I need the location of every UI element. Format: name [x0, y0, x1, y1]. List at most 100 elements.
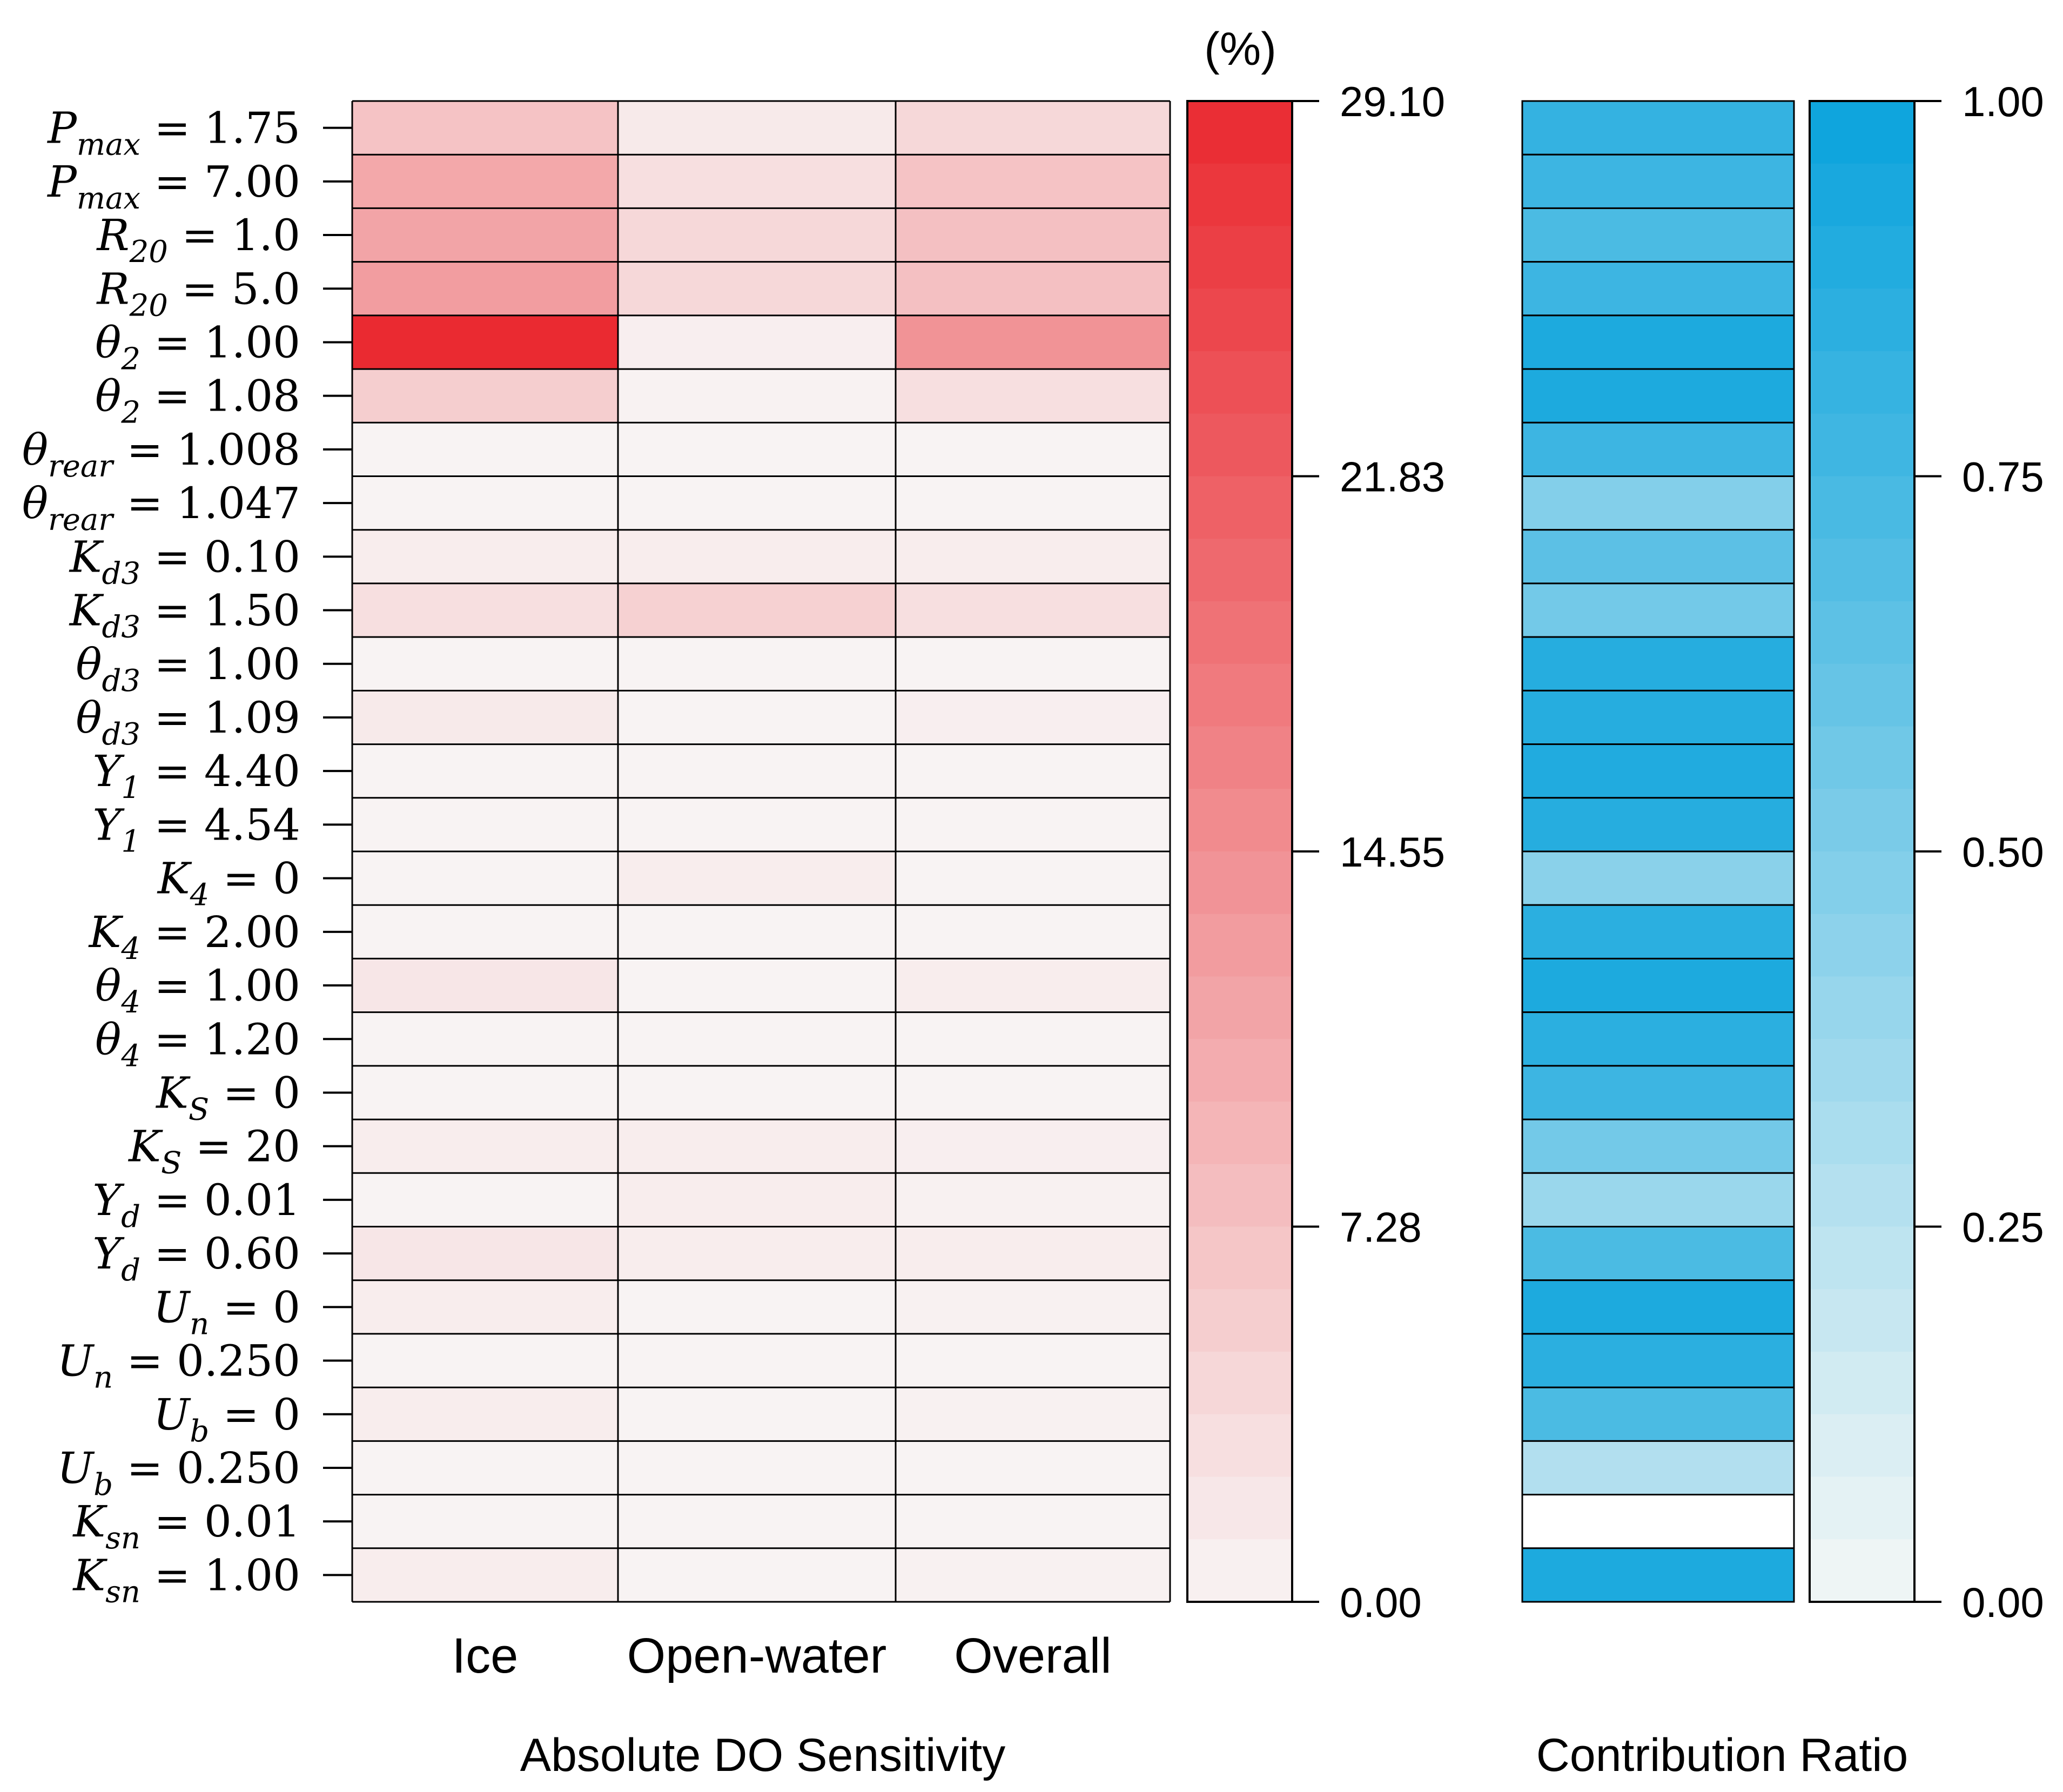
colorbar-step — [1187, 914, 1292, 977]
ratio-cell-r24 — [1521, 1386, 1795, 1442]
colorbar-step — [1810, 1226, 1914, 1290]
param-label: Un = 0 — [153, 1282, 300, 1341]
ratio-cell-r18 — [1521, 1065, 1795, 1120]
colorbar-step — [1810, 413, 1914, 477]
param-value: 2.00 — [204, 907, 300, 957]
ratio-cell-r14 — [1521, 850, 1795, 906]
param-symbol: θ — [95, 1014, 121, 1064]
param-label: Pmax = 1.75 — [46, 103, 300, 163]
param-value: 1.50 — [204, 586, 300, 636]
colorbar-tick-label: 29.10 — [1340, 78, 1445, 125]
param-value: 1.08 — [204, 371, 300, 421]
param-equals: = — [140, 317, 204, 367]
heat-cell-r13-c2 — [896, 797, 1170, 851]
ratio-cell-r3 — [1521, 261, 1795, 317]
param-equals: = — [209, 1390, 273, 1440]
param-value: 5.0 — [232, 264, 300, 314]
ratio-colorbar — [1809, 100, 1916, 1603]
ratio-cell-r8 — [1521, 529, 1795, 585]
param-subscript: b — [190, 1414, 209, 1449]
heat-cell-r21-c2 — [896, 1226, 1170, 1280]
param-subscript: d — [121, 1253, 140, 1288]
param-value: 1.0 — [232, 210, 300, 260]
param-label: Ub = 0 — [153, 1390, 300, 1449]
ratio-cell-r22 — [1521, 1279, 1795, 1335]
param-subscript: sn — [105, 1521, 140, 1556]
param-subscript: S — [161, 1146, 182, 1181]
colorbar-step — [1810, 601, 1914, 665]
param-subscript: max — [77, 181, 140, 216]
heat-cell-r9-c1 — [618, 583, 896, 637]
param-label: Yd = 0.01 — [92, 1175, 300, 1234]
param-equals: = — [140, 1014, 204, 1064]
param-label: θrear = 1.008 — [22, 425, 300, 484]
heat-cell-r15-c0 — [352, 905, 618, 959]
colorbar-step — [1187, 1476, 1292, 1540]
heat-cell-r10-c0 — [352, 637, 618, 691]
ratio-cell-r9 — [1521, 582, 1795, 638]
param-label: K4 = 0 — [157, 854, 300, 913]
heat-cell-r16-c0 — [352, 958, 618, 1012]
param-subscript: n — [190, 1306, 209, 1341]
param-value: 20 — [245, 1122, 300, 1172]
ratio-colorbar-ticks: 1.00 0.75 0.50 0.25 0.00 — [1914, 78, 2044, 1626]
param-equals: = — [140, 961, 204, 1011]
heat-cell-r4-c2 — [896, 315, 1170, 370]
ratio-cell-r10 — [1521, 636, 1795, 692]
param-label: θd3 = 1.09 — [76, 693, 300, 752]
param-value: 0 — [273, 1390, 300, 1440]
param-subscript: d3 — [102, 556, 140, 591]
colorbar-step — [1187, 163, 1292, 227]
param-symbol: Y — [92, 1229, 125, 1279]
colorbar-tick-label: 0.50 — [1962, 828, 2044, 876]
heat-cell-r23-c0 — [352, 1333, 618, 1388]
heat-cell-r16-c2 — [896, 958, 1170, 1012]
heat-cell-r5-c0 — [352, 369, 618, 423]
param-symbol: P — [46, 103, 77, 153]
sensitivity-axis-title: Absolute DO Sensitivity — [520, 1729, 1006, 1781]
colorbar-step — [1810, 1352, 1914, 1415]
param-symbol: K — [127, 1122, 163, 1172]
param-symbol: θ — [95, 961, 121, 1011]
param-equals: = — [113, 425, 177, 475]
heat-cell-r12-c1 — [618, 744, 896, 798]
colorbar-step — [1810, 726, 1914, 789]
param-symbol: Y — [93, 800, 125, 850]
ratio-cell-r23 — [1521, 1333, 1795, 1388]
sensitivity-heatmap — [352, 101, 1170, 1602]
sensitivity-colorbar-ticks: 29.10 21.83 14.55 7.28 0.00 — [1292, 78, 1445, 1626]
sensitivity-colorbar — [1186, 100, 1293, 1603]
heat-cell-r2-c0 — [352, 208, 618, 262]
param-equals: = — [140, 1496, 204, 1547]
ratio-cell-r19 — [1521, 1118, 1795, 1174]
param-symbol: K — [88, 907, 124, 957]
colorbar-step — [1187, 726, 1292, 789]
param-equals: = — [113, 478, 177, 528]
param-symbol: θ — [76, 693, 102, 743]
param-equals: = — [113, 1336, 177, 1386]
colorbar-step — [1810, 226, 1914, 289]
heat-cell-r25-c0 — [352, 1441, 618, 1495]
param-symbol: K — [157, 854, 192, 904]
heat-cell-r4-c1 — [618, 315, 896, 370]
param-label: θ2 = 1.08 — [95, 371, 300, 431]
column-label: Overall — [954, 1628, 1111, 1683]
heat-cell-r11-c0 — [352, 690, 618, 744]
heat-cell-r26-c1 — [618, 1494, 896, 1548]
heat-cell-r24-c2 — [896, 1387, 1170, 1441]
colorbar-tick-label: 0.25 — [1962, 1204, 2044, 1251]
param-value: 1.00 — [204, 1550, 300, 1600]
colorbar-unit-label: (%) — [1204, 23, 1276, 75]
param-subscript: b — [93, 1467, 113, 1502]
param-subscript: 4 — [120, 1038, 140, 1073]
column-labels: Ice Open-water Overall — [452, 1628, 1112, 1683]
param-equals: = — [140, 1229, 204, 1279]
colorbar-step — [1810, 1289, 1914, 1352]
heat-cell-r17-c0 — [352, 1012, 618, 1066]
param-value: 7.00 — [204, 157, 300, 207]
heat-cell-r7-c1 — [618, 476, 896, 530]
param-equals: = — [140, 371, 204, 421]
heat-cell-r15-c1 — [618, 905, 896, 959]
param-label: R20 = 5.0 — [96, 264, 300, 323]
param-label: KS = 0 — [155, 1068, 300, 1127]
